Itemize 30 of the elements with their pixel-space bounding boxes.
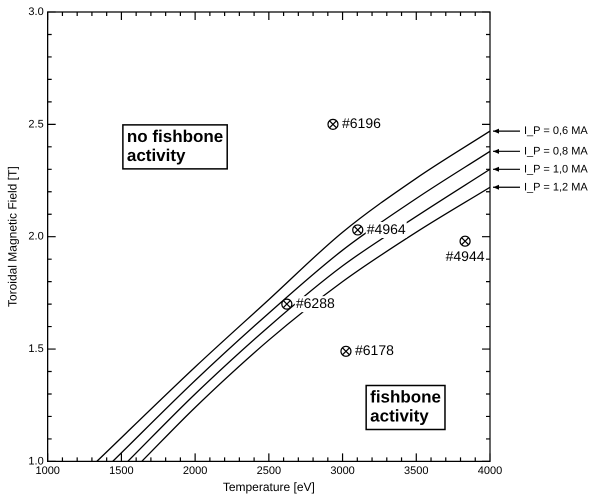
legend-label: I_P = 1,0 MA bbox=[524, 163, 588, 176]
annotation: #4944 bbox=[446, 248, 485, 264]
x-tick-label: 1500 bbox=[109, 465, 134, 478]
annotation: #6196 bbox=[342, 115, 382, 132]
annotation: #4964 bbox=[366, 220, 406, 237]
annotation: #6288 bbox=[296, 294, 335, 311]
x-tick-label: 3000 bbox=[330, 465, 355, 478]
legend-label: I_P = 1,2 MA bbox=[524, 181, 588, 194]
annotation: #6178 bbox=[354, 342, 394, 358]
x-tick-label: 2500 bbox=[256, 465, 282, 478]
point bbox=[340, 346, 352, 357]
x-tick-label: 1000 bbox=[35, 465, 60, 478]
y-tick-label: 3.0 bbox=[28, 6, 44, 18]
x-tick-label: 3500 bbox=[404, 465, 429, 478]
point bbox=[459, 236, 471, 247]
y-tick-label: 2.5 bbox=[28, 118, 44, 130]
y-tick-label: 2.0 bbox=[28, 230, 44, 243]
annotation: no fishbone activity bbox=[126, 127, 224, 166]
y-tick-label: 1.5 bbox=[28, 343, 44, 356]
point bbox=[281, 298, 292, 310]
x-tick-label: 2000 bbox=[182, 465, 208, 478]
x-tick-label: 4000 bbox=[478, 465, 502, 478]
y-tick-label: 1.0 bbox=[28, 455, 44, 468]
legend-label: I_P = 0,6 MA bbox=[524, 125, 588, 138]
annotation: fishbone activity bbox=[370, 388, 441, 426]
x-axis-title: Temperature [eV] bbox=[222, 480, 315, 494]
y-axis-title: Toroidal Magnetic Field [T] bbox=[6, 166, 20, 308]
legend-label: I_P = 0,8 MA bbox=[524, 145, 588, 158]
point bbox=[352, 224, 364, 236]
point bbox=[327, 118, 339, 130]
